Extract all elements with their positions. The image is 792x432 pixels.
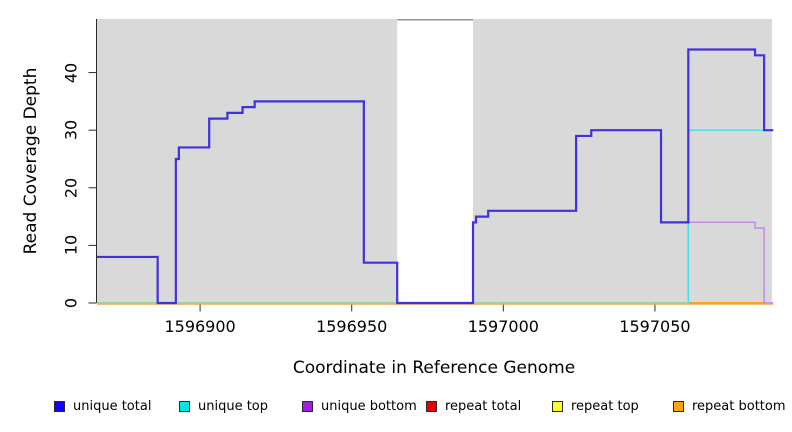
y-axis-title: Read Coverage Depth <box>21 67 41 255</box>
y-tick-label: 10 <box>61 235 81 256</box>
y-tick-label: 30 <box>61 119 81 141</box>
legend-label: repeat bottom <box>692 398 786 414</box>
series-unique-total <box>97 48 774 305</box>
legend-item-unique-top: unique top <box>179 398 269 414</box>
legend-swatch-icon <box>673 400 684 412</box>
legend-item-repeat-total: repeat total <box>426 398 522 414</box>
legend-swatch-icon <box>552 400 563 412</box>
y-tick-label: 40 <box>61 62 81 83</box>
x-tick-label: 1596950 <box>316 317 388 336</box>
y-tick-label: 0 <box>61 297 81 309</box>
legend-label: unique top <box>198 398 269 414</box>
x-axis-title: Coordinate in Reference Genome <box>292 358 576 378</box>
x-tick-label: 1597000 <box>467 317 539 336</box>
legend-swatch-icon <box>179 400 190 412</box>
legend-label: repeat top <box>571 398 639 414</box>
legend-item-unique-bottom: unique bottom <box>302 398 417 414</box>
legend-label: repeat total <box>445 398 522 414</box>
legend-swatch-icon <box>302 400 313 412</box>
legend-item-repeat-top: repeat top <box>552 398 639 414</box>
x-tick-label: 1597050 <box>619 317 691 336</box>
legend-item-unique-total: unique total <box>54 398 152 414</box>
legend-swatch-icon <box>54 400 65 412</box>
legend-item-repeat-bottom: repeat bottom <box>673 398 786 414</box>
x-tick-label: 1596900 <box>164 317 236 336</box>
legend-swatch-icon <box>426 400 437 412</box>
y-tick-label: 20 <box>61 177 81 198</box>
gap-region <box>397 19 474 303</box>
legend-label: unique total <box>73 398 152 414</box>
legend-label: unique bottom <box>321 398 417 414</box>
